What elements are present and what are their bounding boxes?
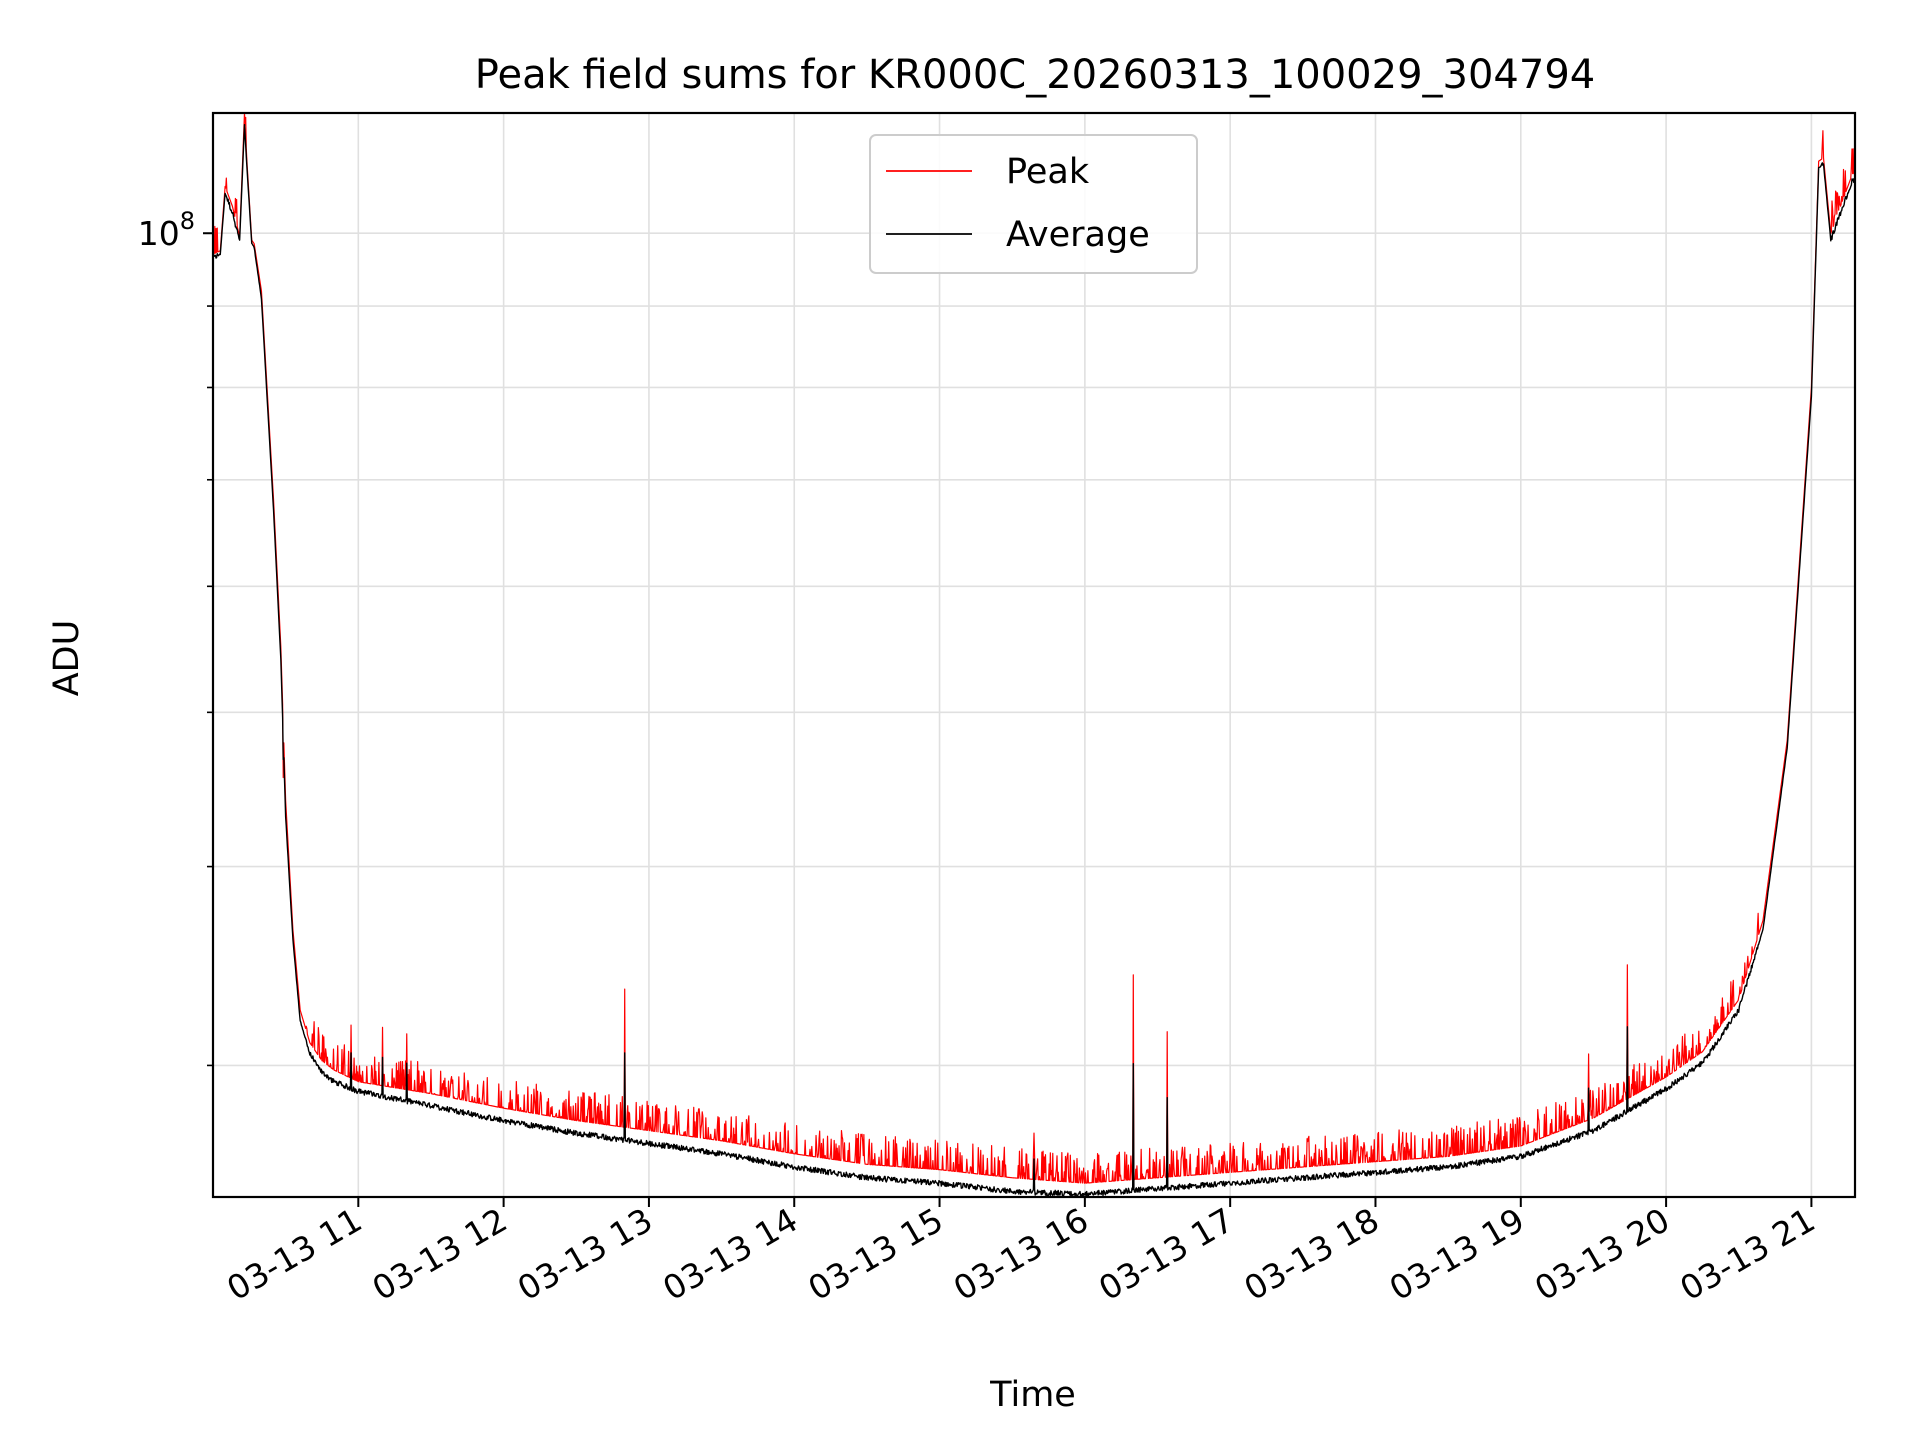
legend-peak-label: Peak	[1006, 152, 1090, 192]
legend-box	[869, 134, 1198, 274]
legend-average-label: Average	[1006, 215, 1150, 255]
y-axis-ticks: 108	[138, 207, 213, 1067]
y-axis-label: ADU	[47, 620, 87, 697]
y-tick-base: 10	[138, 214, 180, 253]
series-average-line	[212, 123, 1856, 1198]
x-axis-label: Time	[989, 1375, 1076, 1415]
series-peak-line	[212, 112, 1856, 1184]
legend: Peak Average	[869, 134, 1198, 274]
plot-area	[212, 112, 1856, 1198]
chart-title: Peak field sums for KR000C_20260313_1000…	[475, 52, 1595, 98]
y-tick-exponent: 8	[180, 207, 195, 235]
x-gridlines	[357, 113, 1813, 1197]
y-tick-label: 108	[138, 207, 195, 253]
plot-frame	[211, 111, 1857, 1199]
